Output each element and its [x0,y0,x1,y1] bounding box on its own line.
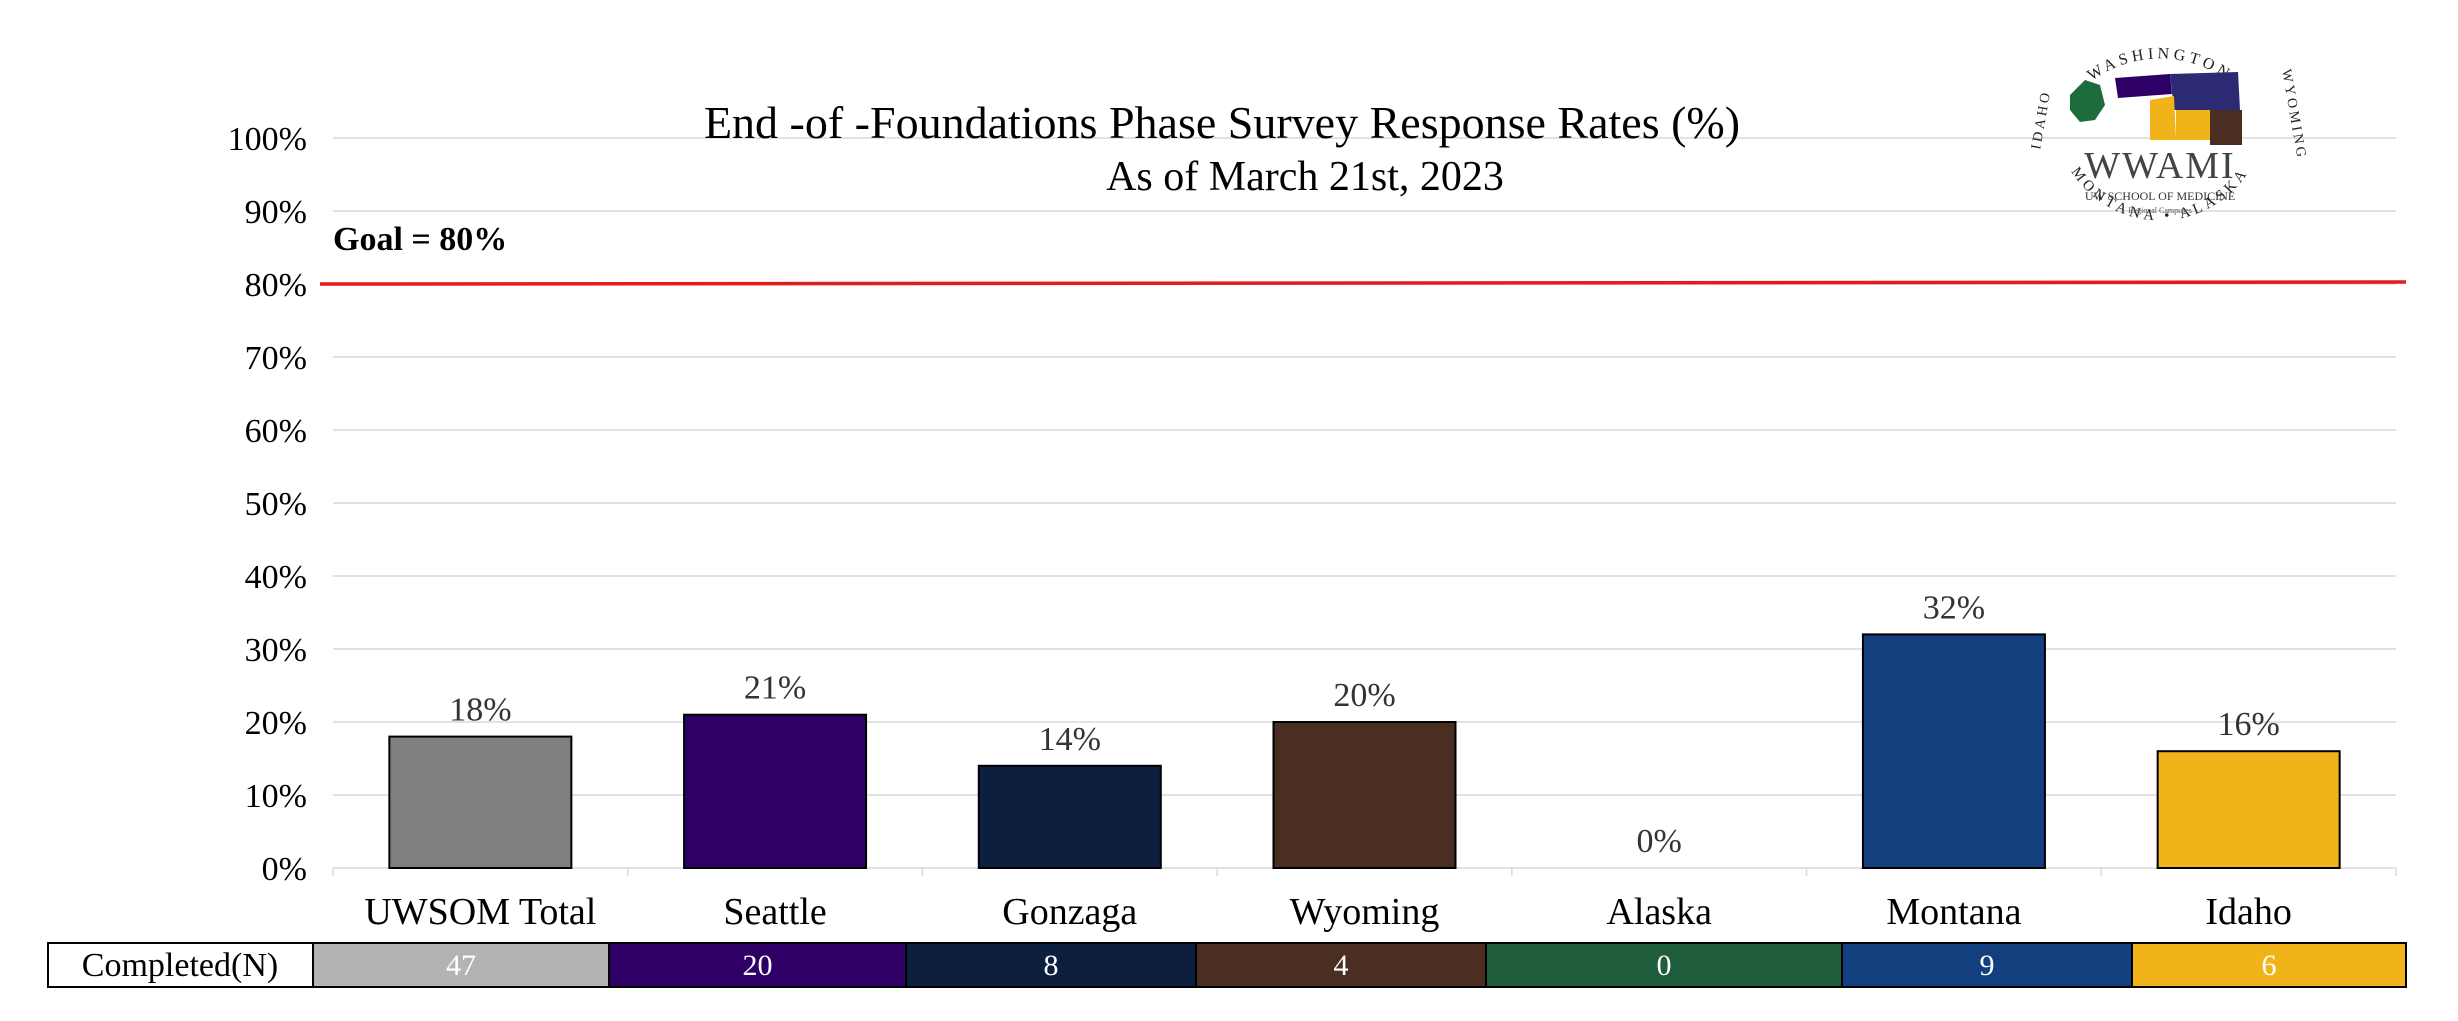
category-label: Gonzaga [1002,891,1137,933]
table-value-label: 4 [1334,949,1349,982]
logo-arc-right: WYOMING [2278,68,2309,161]
goal-line-group [319,280,2407,286]
category-label: UWSOM Total [364,891,596,933]
category-label: Idaho [2205,891,2292,933]
table-value-label: 47 [446,949,476,982]
y-tick-label: 60% [245,413,307,450]
wwami-map-icon [2070,72,2242,145]
y-axis-ticks: 0% 10% 20% 30% 40% 50% 60% 70% 80% 90% 100% [228,121,307,888]
table-value-label: 0 [1657,949,1672,982]
category-label: Wyoming [1290,891,1440,933]
table-value-cell [608,942,907,988]
chart-title: End -of -Foundations Phase Survey Respon… [704,97,1740,148]
logo-tagline: Regional Campuses [2128,206,2192,215]
category-label: Seattle [723,891,826,933]
goal-label: Goal = 80% [333,221,507,258]
y-tick-label: 90% [245,194,307,231]
bar [1861,633,2046,870]
bar [2156,750,2341,870]
table-value-cell [905,942,1197,988]
table-value-label: 6 [2262,949,2277,982]
table-value-label: 20 [743,949,773,982]
wwami-logo: WASHINGTON IDAHO WYOMING MONTANA • ALASK… [2010,10,2310,265]
data-label: 21% [744,670,806,707]
logo-arc-left: IDAHO [2029,89,2054,151]
y-tick-label: 0% [262,851,307,888]
y-tick-label: 100% [228,121,307,158]
data-label: 20% [1333,677,1395,714]
goal-line [319,280,2407,286]
y-tick-label: 30% [245,632,307,669]
table-header-label: Completed(N) [82,947,278,984]
chart-subtitle: As of March 21st, 2023 [1106,154,1504,200]
y-tick-label: 50% [245,486,307,523]
y-tick-label: 20% [245,705,307,742]
bar [977,764,1162,869]
category-label: Alaska [1606,891,1712,933]
data-label: 32% [1923,589,1985,626]
x-axis-categories: UWSOM Total Seattle Gonzaga Wyoming Alaska Mo… [364,891,2292,933]
y-tick-label: 40% [245,559,307,596]
table-value-cell [312,942,610,988]
data-label: 18% [449,692,511,729]
bar [1272,721,1457,869]
data-label: 16% [2217,706,2279,743]
completed-table: Completed(N) 47 20 8 4 0 9 6 [47,942,2407,988]
data-label: 0% [1637,823,1682,860]
logo-subtitle: UW SCHOOL OF MEDICINE [2085,189,2235,203]
bars [388,633,2341,870]
bar [388,735,573,869]
y-tick-label: 70% [245,340,307,377]
logo-name: WWAMI [2084,145,2235,187]
y-tick-label: 80% [245,267,307,304]
table-value-label: 8 [1044,949,1059,982]
table-value-cell [2131,942,2407,988]
data-label: 14% [1039,721,1101,758]
data-labels: 18% 21% 14% 20% 0% 32% 16% [449,589,2280,860]
y-tick-label: 10% [245,778,307,815]
table-value-label: 9 [1980,949,1995,982]
category-label: Montana [1886,891,2021,933]
bar [683,713,868,870]
table-header-cell [47,942,314,988]
